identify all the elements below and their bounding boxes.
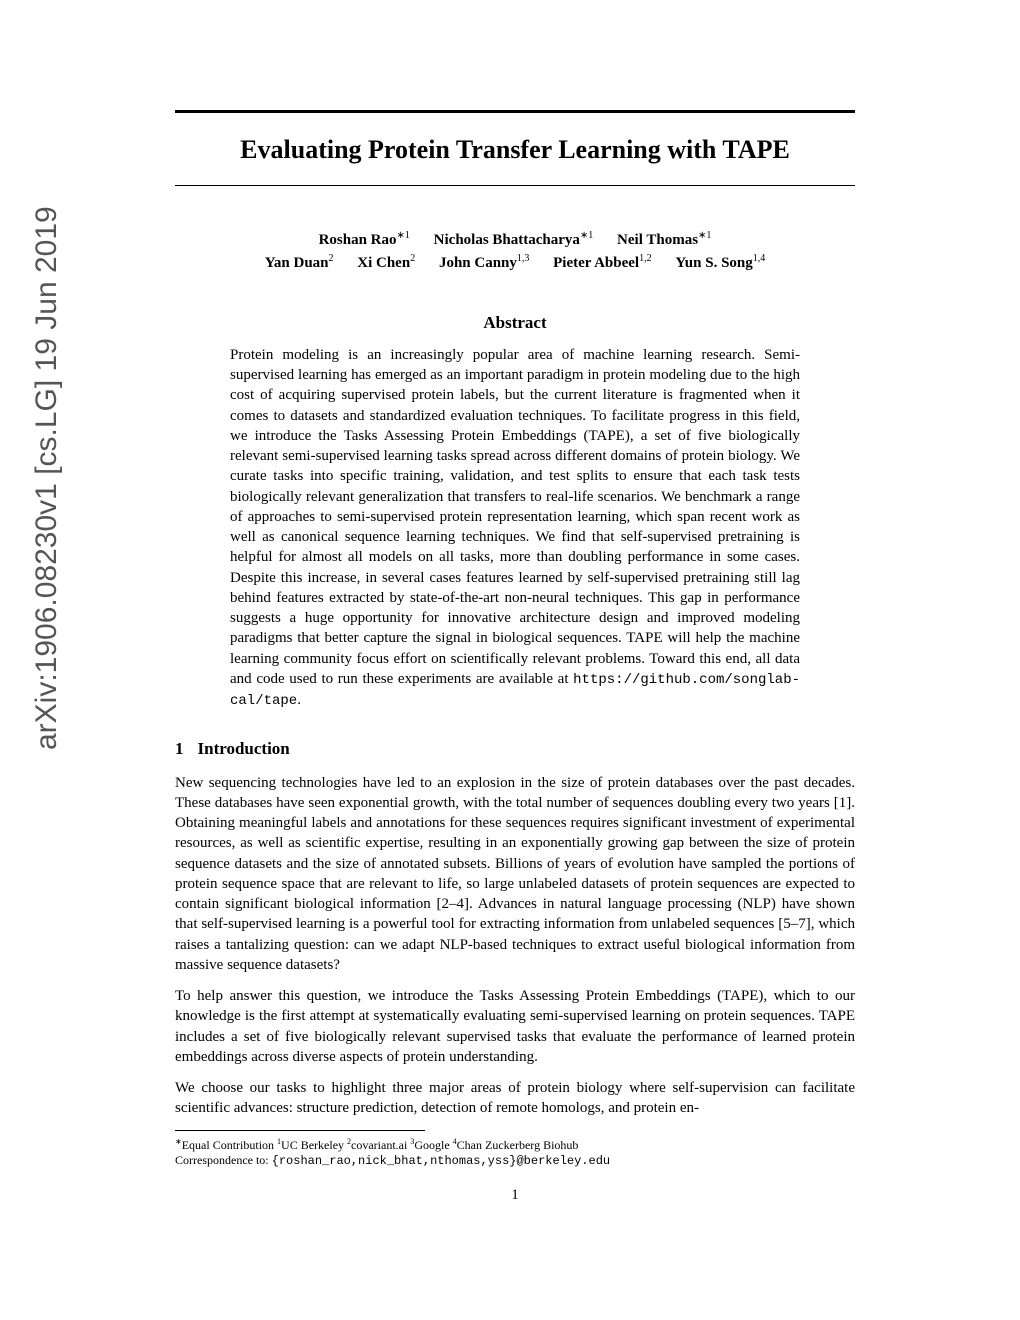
author-3-affil: ∗1 <box>698 230 711 241</box>
author-4-affil: 2 <box>329 253 334 264</box>
abstract-tail: . <box>297 692 301 708</box>
section-heading-1: 1 Introduction <box>175 739 855 759</box>
author-8-affil: 1,4 <box>753 253 766 264</box>
footnote-1: ∗Equal Contribution 1UC Berkeley 2covari… <box>175 1137 855 1154</box>
author-5: Xi Chen2 <box>357 255 415 271</box>
author-3: Neil Thomas∗1 <box>617 232 711 248</box>
author-7-name: Pieter Abbeel <box>553 255 639 271</box>
author-2: Nicholas Bhattacharya∗1 <box>434 232 594 248</box>
intro-para-1: New sequencing technologies have led to … <box>175 773 855 976</box>
author-2-name: Nicholas Bhattacharya <box>434 232 580 248</box>
page-number: 1 <box>175 1187 855 1204</box>
abstract-body: Protein modeling is an increasingly popu… <box>230 345 800 711</box>
author-1-name: Roshan Rao <box>319 232 397 248</box>
footnote-2-email: {roshan_rao,nick_bhat,nthomas,yss}@berke… <box>272 1154 610 1168</box>
author-7-affil: 1,2 <box>639 253 652 264</box>
author-3-name: Neil Thomas <box>617 232 698 248</box>
author-5-name: Xi Chen <box>357 255 410 271</box>
affil-4-txt: Chan Zuckerberg Biohub <box>457 1138 579 1152</box>
author-6-affil: 1,3 <box>517 253 530 264</box>
author-2-affil: ∗1 <box>580 230 593 241</box>
author-block: Roshan Rao∗1 Nicholas Bhattacharya∗1 Nei… <box>175 228 855 275</box>
intro-para-2: To help answer this question, we introdu… <box>175 986 855 1067</box>
affil-2-txt: covariant.ai <box>351 1138 410 1152</box>
author-8-name: Yun S. Song <box>675 255 752 271</box>
abstract-heading: Abstract <box>175 313 855 333</box>
author-8: Yun S. Song1,4 <box>675 255 765 271</box>
author-4-name: Yan Duan <box>265 255 329 271</box>
title-rule-bottom <box>175 185 855 186</box>
footnote-2-label: Correspondence to: <box>175 1153 272 1167</box>
footnote-1-marker: ∗ <box>175 1137 182 1146</box>
intro-para-3: We choose our tasks to highlight three m… <box>175 1078 855 1119</box>
affil-3-txt: Google <box>414 1138 452 1152</box>
author-4: Yan Duan2 <box>265 255 334 271</box>
affil-1-txt: UC Berkeley <box>281 1138 347 1152</box>
abstract-text: Protein modeling is an increasingly popu… <box>230 347 800 687</box>
footnote-1-text: Equal Contribution <box>182 1138 277 1152</box>
author-1-affil: ∗1 <box>397 230 410 241</box>
footnote-rule <box>175 1130 425 1131</box>
author-6: John Canny1,3 <box>439 255 529 271</box>
title-rule-top <box>175 110 855 113</box>
author-1: Roshan Rao∗1 <box>319 232 410 248</box>
author-6-name: John Canny <box>439 255 517 271</box>
author-7: Pieter Abbeel1,2 <box>553 255 651 271</box>
footnote-2: Correspondence to: {roshan_rao,nick_bhat… <box>175 1153 855 1170</box>
section-title: Introduction <box>198 739 290 758</box>
arxiv-label: arXiv:1906.08230v1 [cs.LG] 19 Jun 2019 <box>30 206 64 750</box>
paper-title: Evaluating Protein Transfer Learning wit… <box>175 135 855 165</box>
author-5-affil: 2 <box>410 253 415 264</box>
section-number: 1 <box>175 739 184 758</box>
